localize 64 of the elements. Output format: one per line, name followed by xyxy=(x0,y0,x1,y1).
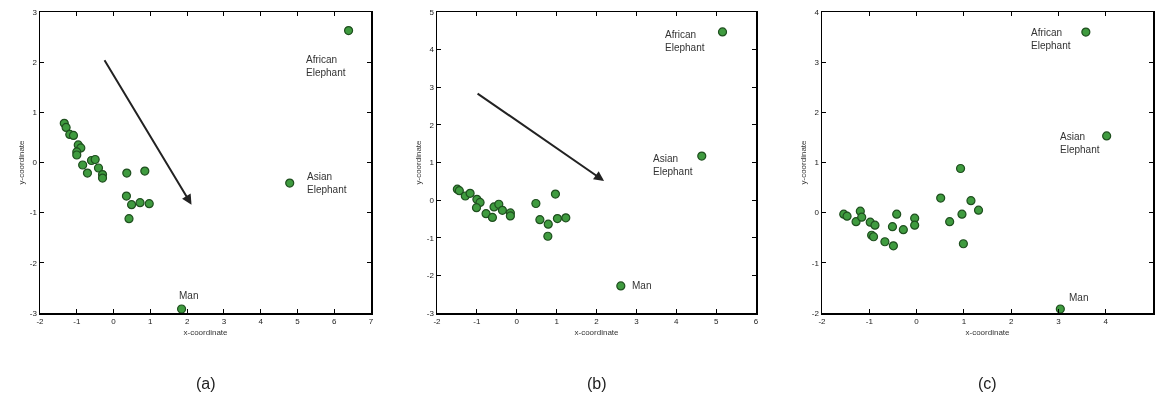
x-tick-label: 4 xyxy=(258,317,264,327)
x-tick-label: 2 xyxy=(594,317,600,327)
x-tick-label: 5 xyxy=(295,317,301,327)
x-tick-label: 2 xyxy=(184,317,190,327)
y-axis-title: y-coordinate xyxy=(16,139,26,185)
y-axis-title: y-coordinate xyxy=(413,139,423,185)
x-tick-label: 3 xyxy=(634,317,640,327)
y-tick-label: -2 xyxy=(426,271,435,281)
y-tick-label: 4 xyxy=(429,45,435,55)
text: (b) xyxy=(587,375,607,392)
x-tick-label: 1 xyxy=(148,317,154,327)
x-tick-label: 1 xyxy=(961,317,967,327)
x-tick-label: 7 xyxy=(368,317,374,327)
x-tick-label: 3 xyxy=(1056,317,1062,327)
y-tick-label: 0 xyxy=(814,208,820,218)
x-tick-label: 4 xyxy=(674,317,680,327)
x-axis-title: x-coordinate xyxy=(965,327,1011,337)
x-tick-label: -1 xyxy=(73,317,81,327)
y-tick-label: 1 xyxy=(429,158,435,168)
y-tick-label: 3 xyxy=(32,7,38,17)
y-tick-label: 1 xyxy=(814,158,820,168)
y-tick-label: 3 xyxy=(429,83,435,93)
y-tick-label: -2 xyxy=(811,308,820,318)
annotation: Man xyxy=(632,280,652,291)
annotation: Man xyxy=(1069,292,1089,303)
y-tick-label: 2 xyxy=(814,108,820,118)
y-axis-title: y-coordinate xyxy=(798,139,808,185)
y-tick-label: 4 xyxy=(814,7,820,17)
x-tick-label: 2 xyxy=(1008,317,1014,327)
x-axis-title: x-coordinate xyxy=(183,327,229,337)
annotation: African Elephant xyxy=(665,29,705,53)
x-tick-label: 3 xyxy=(221,317,227,327)
y-tick-label: -3 xyxy=(29,308,38,318)
x-tick-label: 5 xyxy=(713,317,719,327)
y-tick-label: 5 xyxy=(429,7,435,17)
y-tick-label: 3 xyxy=(814,57,820,67)
annotation: African Elephant xyxy=(306,54,346,78)
x-tick-label: 4 xyxy=(1103,317,1109,327)
x-tick-label: 1 xyxy=(554,317,560,327)
text: (c) xyxy=(978,375,997,392)
x-tick-label: 0 xyxy=(914,317,920,327)
x-axis-title: x-coordinate xyxy=(574,327,620,337)
annotation: Asian Elephant xyxy=(653,153,693,177)
annotation: Man xyxy=(179,290,199,301)
y-tick-label: 0 xyxy=(429,195,435,205)
y-tick-label: -3 xyxy=(426,308,435,318)
x-tick-label: 0 xyxy=(111,317,117,327)
y-tick-label: -1 xyxy=(811,258,820,268)
annotation: Asian Elephant xyxy=(307,171,347,195)
y-tick-label: 2 xyxy=(429,120,435,130)
x-tick-label: 0 xyxy=(514,317,520,327)
y-tick-label: -2 xyxy=(29,258,38,268)
annotation: African Elephant xyxy=(1031,27,1071,51)
y-tick-label: -1 xyxy=(29,208,38,218)
text: (a) xyxy=(196,375,216,392)
x-tick-label: -1 xyxy=(865,317,874,327)
x-tick-label: 6 xyxy=(331,317,337,327)
y-tick-label: 2 xyxy=(32,57,38,67)
y-tick-label: -1 xyxy=(426,233,435,243)
x-tick-label: -1 xyxy=(473,317,481,327)
y-tick-label: 1 xyxy=(32,108,38,118)
annotation: Asian Elephant xyxy=(1060,131,1100,155)
y-tick-label: 0 xyxy=(32,158,38,168)
x-tick-label: 6 xyxy=(753,317,759,327)
